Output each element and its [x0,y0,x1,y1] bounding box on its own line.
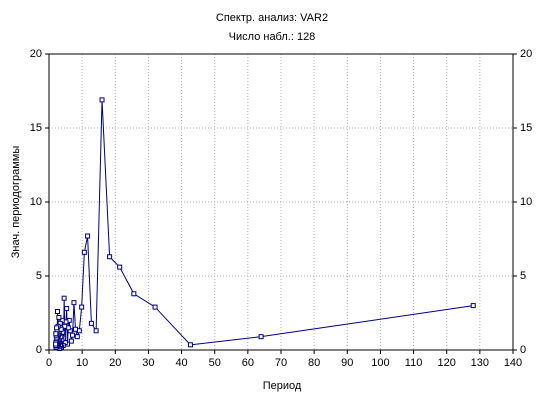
point-marker [53,341,59,347]
x-tick-label: 100 [371,357,389,369]
point-marker [54,325,60,331]
x-tick-label: 70 [275,357,287,369]
point-marker [68,338,74,344]
point-marker [107,254,113,260]
point-marker [56,314,62,320]
x-axis-label: Период [263,380,302,392]
x-tick-label: 50 [209,357,221,369]
point-marker [61,295,67,301]
point-marker [54,309,60,315]
x-tick-label: 30 [142,357,154,369]
point-marker [93,328,99,334]
plot-frame [48,53,514,351]
point-marker [53,331,59,337]
y2-tick-label: 10 [520,196,532,208]
x-tick-label: 40 [175,357,187,369]
point-marker [117,264,123,270]
x-tick-label: 10 [76,357,88,369]
point-marker [70,332,76,338]
x-tick-label: 80 [308,357,320,369]
point-marker [99,97,105,103]
x-tick-label: 110 [405,357,423,369]
x-tick-label: 0 [46,357,52,369]
y2-tick-label: 15 [520,122,532,134]
y-tick-label: 0 [36,344,42,356]
point-marker [81,249,87,255]
point-marker [258,334,264,340]
y2-tick-label: 20 [520,48,532,60]
y2-tick-label: 5 [520,270,526,282]
y-tick-label: 20 [30,48,42,60]
point-marker [73,326,79,332]
x-tick-label: 120 [438,357,456,369]
x-tick-label: 90 [341,357,353,369]
point-marker [187,342,193,348]
series-line [55,99,474,349]
point-marker [71,300,77,306]
y-tick-label: 10 [30,196,42,208]
chart-title: Спектр. анализ: VAR2 [216,12,328,24]
point-marker [152,304,158,310]
x-tick-label: 60 [242,357,254,369]
x-tick-label: 140 [504,357,522,369]
point-marker [74,334,80,340]
point-marker [88,320,94,326]
x-tick-label: 130 [471,357,489,369]
y2-tick-label: 0 [520,344,526,356]
y-tick-label: 15 [30,122,42,134]
point-marker [131,291,137,297]
y-axis-label: Знач. периодограммы [10,146,22,259]
point-marker [79,304,85,310]
x-tick-label: 20 [109,357,121,369]
point-marker [62,323,68,329]
y-tick-label: 5 [36,270,42,282]
chart-subtitle: Число набл.: 128 [229,31,316,43]
point-marker [64,306,70,312]
point-marker [85,233,91,239]
point-marker [470,303,476,309]
